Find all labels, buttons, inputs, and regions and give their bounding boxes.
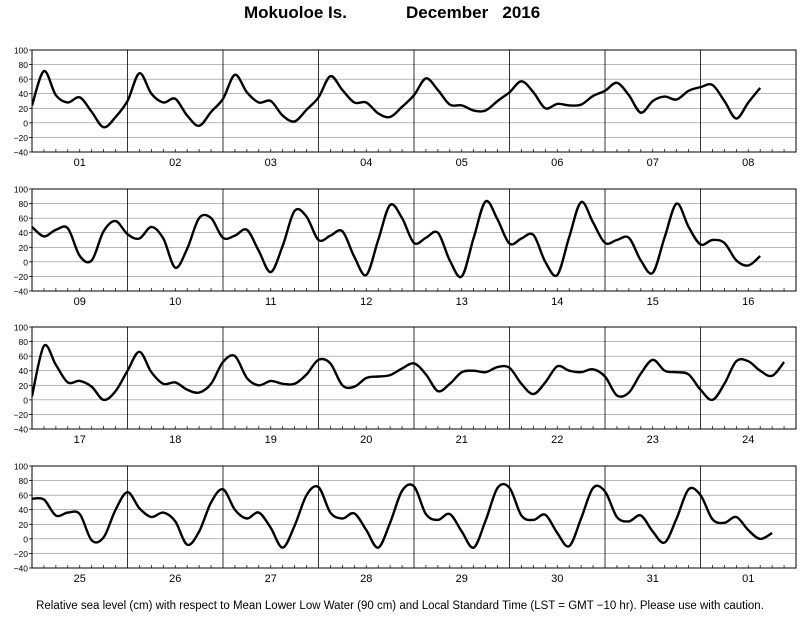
y-tick-label: 40 <box>19 505 29 515</box>
y-tick-label: 0 <box>23 395 28 405</box>
y-tick-label: −40 <box>14 425 29 435</box>
y-tick-label: 80 <box>19 199 29 209</box>
day-label: 19 <box>265 434 277 446</box>
y-tick-label: 80 <box>19 476 29 486</box>
day-label: 08 <box>742 157 754 169</box>
panel-frame <box>31 188 797 292</box>
day-label: 10 <box>169 296 181 308</box>
y-tick-label: −40 <box>14 287 29 297</box>
footer-note: Relative sea level (cm) with respect to … <box>36 600 764 612</box>
day-label: 25 <box>74 573 86 585</box>
panel-frame <box>31 326 797 430</box>
y-tick-label: −40 <box>14 564 29 574</box>
tide-curve <box>32 199 762 279</box>
y-tick-label: −20 <box>14 549 29 559</box>
y-tick-label: 60 <box>19 75 29 85</box>
day-label: 09 <box>74 296 86 308</box>
day-label: 22 <box>551 434 563 446</box>
y-tick-label: 20 <box>19 243 29 253</box>
tide-curve <box>32 482 773 549</box>
day-label: 27 <box>265 573 277 585</box>
day-label: 06 <box>551 157 563 169</box>
tide-curve <box>32 69 762 129</box>
day-label: 14 <box>551 296 563 308</box>
day-label: 30 <box>551 573 563 585</box>
y-tick-label: 100 <box>14 46 28 56</box>
y-tick-label: −20 <box>14 272 29 282</box>
day-label: 16 <box>742 296 754 308</box>
day-label: 17 <box>74 434 86 446</box>
y-tick-label: 40 <box>19 89 29 99</box>
y-tick-label: 80 <box>19 337 29 347</box>
day-label: 18 <box>169 434 181 446</box>
day-label: 12 <box>360 296 372 308</box>
y-tick-label: −20 <box>14 410 29 420</box>
y-tick-label: −40 <box>14 148 29 158</box>
day-label: 20 <box>360 434 372 446</box>
panel-1: 100 80 60 40 20 0 −20 −40 01 02 03 04 05 06 07 08 <box>14 46 797 169</box>
panel-frame <box>31 465 797 569</box>
y-tick-label: 100 <box>14 185 28 195</box>
day-label: 29 <box>456 573 468 585</box>
day-label: 04 <box>360 157 372 169</box>
y-tick-label: 20 <box>19 104 29 114</box>
day-label: 31 <box>647 573 659 585</box>
day-label: 07 <box>647 157 659 169</box>
y-tick-label: 40 <box>19 228 29 238</box>
day-label: 21 <box>456 434 468 446</box>
panel-4: 100 80 60 40 20 0 −20 −40 25 26 27 28 29 30 31 01 <box>14 462 797 585</box>
y-tick-label: 60 <box>19 214 29 224</box>
day-label: 24 <box>742 434 754 446</box>
tide-curve <box>32 343 786 402</box>
day-label: 26 <box>169 573 181 585</box>
day-label: 13 <box>456 296 468 308</box>
chart-title-month-year: December 2016 <box>406 3 541 22</box>
y-tick-label: 20 <box>19 381 29 391</box>
day-label: 05 <box>456 157 468 169</box>
y-tick-label: 60 <box>19 491 29 501</box>
y-tick-label: 0 <box>23 257 28 267</box>
y-tick-label: 0 <box>23 118 28 128</box>
y-tick-label: 100 <box>14 323 28 333</box>
day-label: 01 <box>742 573 754 585</box>
day-label: 23 <box>647 434 659 446</box>
day-label: 03 <box>265 157 277 169</box>
y-tick-label: −20 <box>14 133 29 143</box>
day-label: 02 <box>169 157 181 169</box>
day-label: 15 <box>647 296 659 308</box>
y-tick-label: 80 <box>19 60 29 70</box>
y-tick-label: 40 <box>19 366 29 376</box>
panel-3: 100 80 60 40 20 0 −20 −40 17 18 19 20 21 22 23 24 <box>14 323 797 446</box>
panel-2: 100 80 60 40 20 0 −20 −40 09 10 11 12 13 14 15 16 <box>14 185 797 308</box>
y-tick-label: 0 <box>23 534 28 544</box>
y-tick-label: 60 <box>19 352 29 362</box>
day-label: 28 <box>360 573 372 585</box>
day-label: 11 <box>265 296 276 308</box>
panel-frame <box>31 49 797 153</box>
y-tick-label: 100 <box>14 462 28 472</box>
chart-title-location: Mokuoloe Is. <box>244 3 347 22</box>
y-tick-label: 20 <box>19 520 29 530</box>
day-label: 01 <box>74 157 86 169</box>
